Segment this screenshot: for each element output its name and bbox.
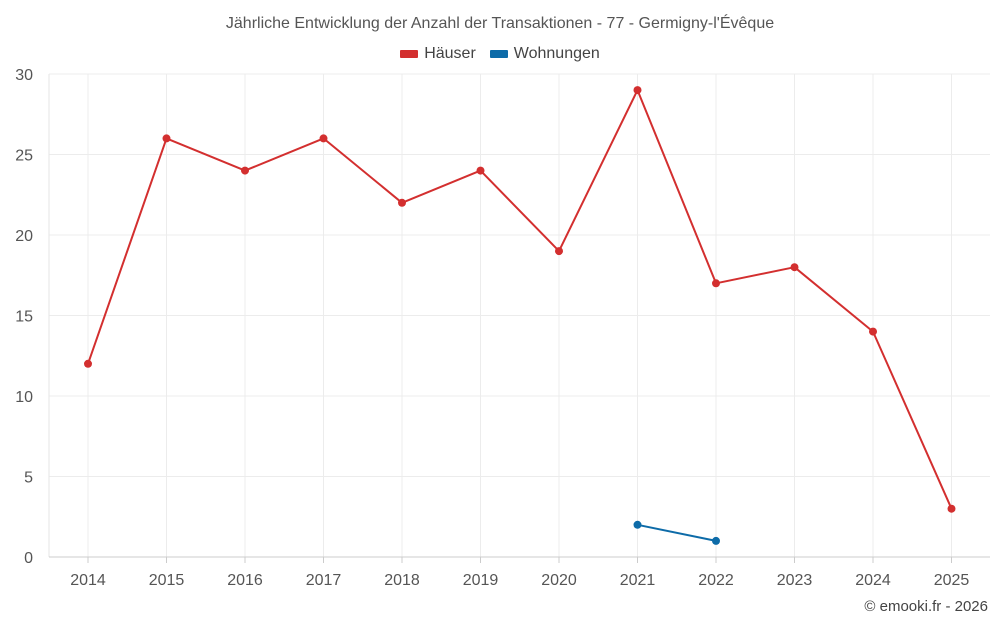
data-point-haeuser — [398, 198, 406, 207]
data-point-haeuser — [712, 279, 720, 288]
data-point-haeuser — [790, 263, 799, 272]
series-line-wohnungen — [637, 523, 717, 542]
x-tick-label: 2022 — [698, 572, 734, 589]
legend-label-haeuser: Häuser — [424, 45, 476, 62]
y-tick-label: 25 — [15, 148, 33, 165]
legend-item-wohnungen[interactable]: Wohnungen — [489, 45, 600, 63]
chart-legend: Häuser Wohnungen — [0, 45, 1000, 63]
legend-swatch-wohnungen — [489, 50, 508, 58]
legend-swatch-haeuser — [400, 50, 419, 58]
data-point-haeuser — [947, 504, 956, 513]
x-tick-label: 2015 — [149, 572, 185, 589]
y-tick-label: 10 — [15, 389, 33, 406]
x-tick-label: 2016 — [227, 572, 263, 589]
y-tick-label: 30 — [15, 67, 33, 84]
data-point-haeuser — [241, 166, 249, 175]
data-point-wohnungen — [633, 520, 642, 529]
data-point-haeuser — [476, 166, 485, 175]
x-tick-label: 2014 — [70, 572, 106, 589]
data-point-haeuser — [162, 134, 171, 143]
data-point-haeuser — [555, 247, 563, 256]
data-point-wohnungen — [712, 536, 720, 545]
series-line-haeuser — [87, 89, 953, 510]
y-tick-label: 15 — [15, 309, 33, 326]
y-tick-label: 5 — [24, 470, 33, 487]
y-tick-label: 0 — [24, 550, 33, 567]
x-tick-label: 2017 — [306, 572, 342, 589]
data-point-haeuser — [319, 134, 328, 143]
x-tick-label: 2025 — [934, 572, 970, 589]
data-point-haeuser — [633, 86, 642, 95]
x-tick-label: 2024 — [855, 572, 891, 589]
legend-label-wohnungen: Wohnungen — [513, 45, 600, 62]
x-tick-label: 2021 — [620, 572, 656, 589]
x-tick-label: 2023 — [777, 572, 813, 589]
y-tick-label: 20 — [15, 228, 33, 245]
data-point-haeuser — [869, 327, 877, 336]
credit-text: © emooki.fr - 2026 — [864, 598, 988, 615]
chart-title: Jährliche Entwicklung der Anzahl der Tra… — [225, 15, 775, 32]
x-tick-label: 2018 — [384, 572, 420, 589]
data-point-haeuser — [84, 359, 92, 368]
legend-item-haeuser[interactable]: Häuser — [400, 45, 476, 63]
x-tick-label: 2020 — [541, 572, 577, 589]
x-tick-label: 2019 — [463, 572, 499, 589]
